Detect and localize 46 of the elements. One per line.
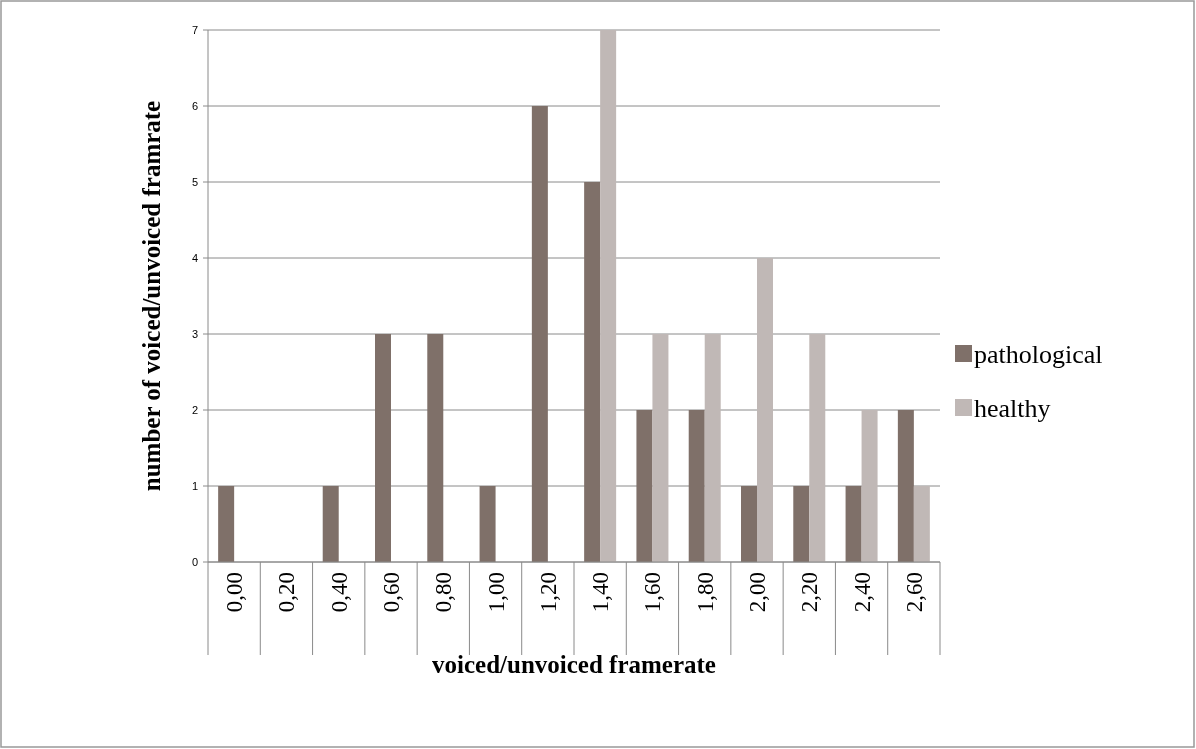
bar [427, 334, 444, 562]
legend-label: pathological [974, 340, 1103, 370]
bar [861, 410, 878, 562]
x-tick-label: 2,00 [745, 572, 771, 613]
y-tick-label: 2 [191, 403, 198, 416]
bar [688, 410, 705, 562]
x-tick-label: 0,20 [274, 572, 300, 613]
bar [584, 182, 601, 562]
x-tick-label: 0,60 [379, 572, 405, 613]
y-tick-label: 3 [191, 327, 198, 340]
x-tick-label: 1,40 [588, 572, 614, 613]
legend-label: healthy [974, 394, 1051, 424]
bar [600, 30, 617, 562]
bar [375, 334, 391, 562]
x-tick-label: 1,20 [535, 572, 561, 613]
bar [913, 486, 930, 562]
y-tick-label: 1 [191, 479, 198, 492]
bar [218, 486, 235, 562]
y-axis-title: number of voiced/unvoiced framrate [138, 100, 165, 492]
y-tick-label: 0 [191, 555, 198, 568]
bar [793, 486, 810, 562]
x-tick-label: 0,00 [222, 572, 248, 613]
bar [322, 486, 339, 562]
y-tick-label: 7 [191, 23, 198, 36]
bar [652, 334, 669, 562]
bar [757, 258, 773, 562]
x-tick-label: 2,20 [797, 572, 823, 613]
x-tick-label: 1,00 [483, 572, 509, 613]
y-tick-label: 6 [191, 99, 198, 112]
bar [531, 106, 548, 562]
x-axis-title: voiced/unvoiced framerate [432, 651, 716, 678]
x-tick-label: 1,60 [640, 572, 666, 613]
bar [741, 486, 757, 562]
bar [809, 334, 826, 562]
bar [636, 410, 653, 562]
x-tick-label: 2,40 [849, 572, 875, 613]
y-tick-label: 5 [191, 175, 198, 188]
x-tick-label: 2,60 [901, 572, 927, 613]
x-tick-label: 0,80 [431, 572, 457, 613]
bar [897, 410, 914, 562]
bar [704, 334, 721, 562]
bar [845, 486, 862, 562]
y-tick-label: 4 [191, 251, 198, 264]
x-tick-label: 0,40 [326, 572, 352, 613]
bar [479, 486, 496, 562]
x-tick-label: 1,80 [692, 572, 718, 613]
